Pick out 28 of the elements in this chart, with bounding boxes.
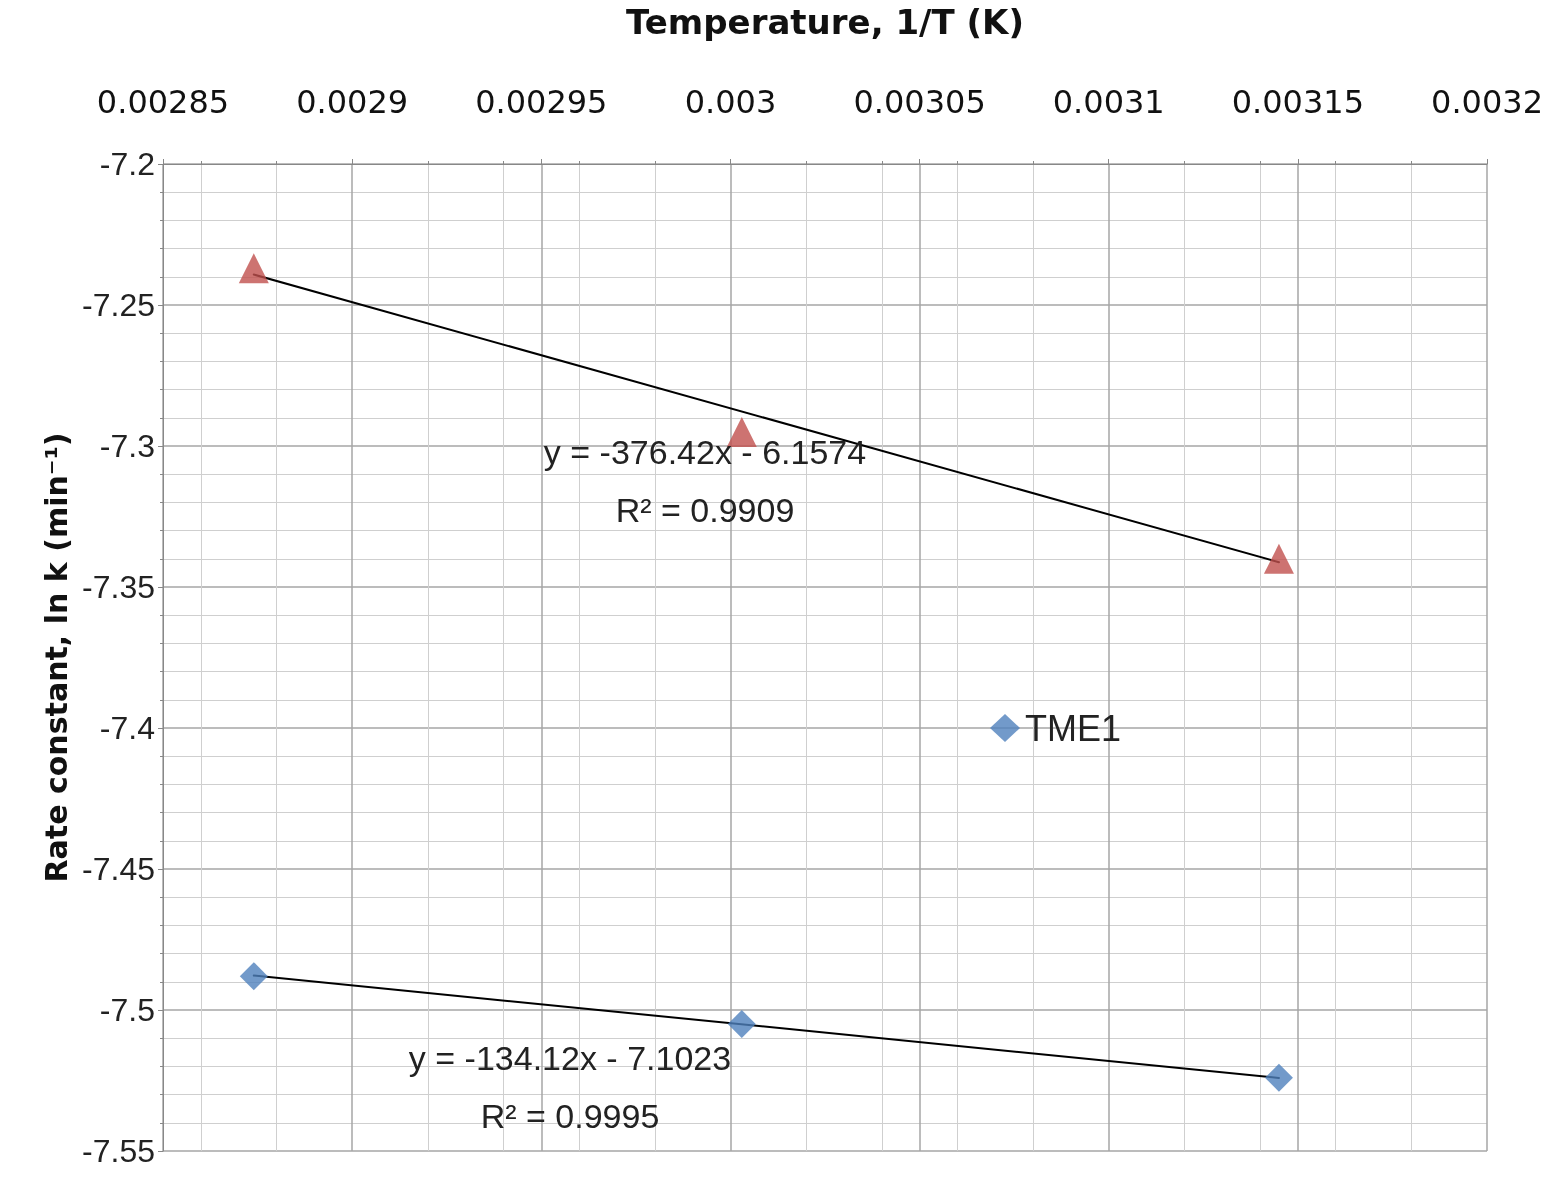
x-tick-label: 0.00305 bbox=[853, 83, 986, 121]
x-tick-label: 0.0032 bbox=[1431, 83, 1543, 121]
annotation: R² = 0.9909 bbox=[615, 491, 795, 529]
legend-label: TME1 bbox=[1024, 707, 1121, 749]
y-tick-label: -7.4 bbox=[99, 710, 155, 746]
y-axis-title: Rate constant, ln k (min⁻¹) bbox=[38, 432, 74, 883]
y-tick-label: -7.5 bbox=[99, 992, 155, 1028]
x-tick-label: 0.00285 bbox=[96, 83, 230, 121]
annotation: R² = 0.9995 bbox=[480, 1097, 660, 1135]
point bbox=[239, 962, 268, 991]
annotation: y = -134.12x - 7.1023 bbox=[408, 1039, 732, 1077]
y-tick-label: -7.3 bbox=[99, 428, 155, 464]
x-tick-label: 0.00295 bbox=[475, 83, 608, 121]
x-tick-label: 0.0031 bbox=[1052, 83, 1165, 121]
point bbox=[238, 253, 269, 284]
x-tick-label: 0.003 bbox=[684, 83, 777, 121]
x-axis-title: Temperature, 1/T (K) bbox=[626, 2, 1024, 42]
point bbox=[1263, 543, 1294, 574]
annotation: y = -376.42x - 6.1574 bbox=[543, 433, 867, 471]
x-tick-label: 0.0029 bbox=[296, 83, 409, 121]
y-tick-label: -7.35 bbox=[82, 569, 155, 605]
point bbox=[1264, 1063, 1293, 1092]
point bbox=[727, 1010, 756, 1039]
y-tick-label: -7.55 bbox=[82, 1133, 155, 1169]
y-tick-label: -7.25 bbox=[82, 287, 155, 323]
y-tick-label: -7.45 bbox=[82, 851, 155, 887]
y-tick-label: -7.2 bbox=[99, 146, 155, 182]
x-tick-label: 0.00315 bbox=[1231, 83, 1365, 121]
